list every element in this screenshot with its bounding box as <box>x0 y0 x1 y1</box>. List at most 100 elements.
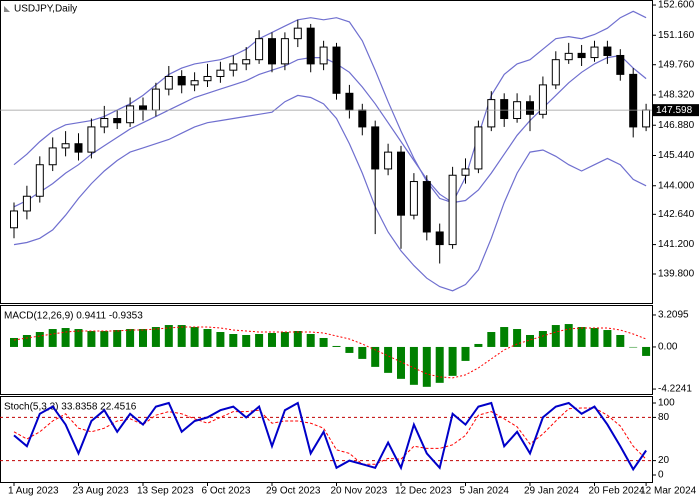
band-lower <box>13 94 647 292</box>
candle-body <box>384 151 393 170</box>
candle-body <box>293 27 302 40</box>
macd-bar <box>422 346 431 387</box>
candle-body <box>113 118 122 124</box>
macd-bar <box>113 330 122 347</box>
macd-bar <box>268 333 276 347</box>
x-tick-label: 23 Aug 2023 <box>73 486 130 497</box>
y-tick-label: 149.760 <box>658 59 695 70</box>
candle-body <box>22 195 31 212</box>
macd-bar <box>48 329 57 347</box>
macd-bar <box>564 324 573 347</box>
main-panel <box>0 0 653 304</box>
macd-signal <box>13 326 647 379</box>
stoch-d <box>13 407 647 465</box>
candle-body <box>242 59 251 65</box>
candle-body <box>216 69 225 77</box>
candle-body <box>616 54 625 75</box>
candle-body <box>190 80 199 86</box>
x-tick-label: 12 Dec 2023 <box>395 486 452 497</box>
y-tick-label: 142.640 <box>658 209 695 220</box>
x-tick-label: 12 Mar 2024 <box>640 486 697 497</box>
macd-bar <box>35 332 44 347</box>
candle-body <box>100 118 109 128</box>
y-tick-label: 100 <box>658 398 675 409</box>
candle-body <box>255 38 264 61</box>
x-tick-label: 13 Sep 2023 <box>137 486 194 497</box>
macd-bar <box>319 337 328 347</box>
y-tick-label: 152.600 <box>658 0 695 11</box>
candle-body <box>538 84 547 115</box>
macd-bar <box>190 327 199 347</box>
y-tick-label: 0 <box>658 470 664 481</box>
candle-body <box>151 88 160 111</box>
candle-body <box>306 27 315 65</box>
macd-bar <box>461 346 470 361</box>
candle-body <box>435 231 444 246</box>
macd-bar <box>255 334 264 347</box>
macd-bar <box>87 331 96 347</box>
y-tick-label: 146.880 <box>658 120 695 131</box>
macd-bar <box>280 332 289 347</box>
stoch-k <box>13 401 647 472</box>
stoch-title: Stoch(5,3,3) 33.8358 22.4516 <box>4 402 137 413</box>
macd-bar <box>500 327 509 347</box>
macd-bar <box>603 330 612 347</box>
macd-bar <box>551 325 560 347</box>
macd-bar <box>474 343 483 347</box>
macd-bar <box>513 329 522 347</box>
macd-bar <box>10 337 18 347</box>
x-tick-label: 5 Jan 2024 <box>460 486 510 497</box>
candle-body <box>87 126 96 153</box>
y-tick-label: 145.440 <box>658 150 695 161</box>
macd-bar <box>526 334 534 347</box>
macd-bar <box>384 346 393 373</box>
y-tick-label: 139.800 <box>658 269 695 280</box>
macd-bar <box>203 329 212 347</box>
macd-bar <box>229 334 238 347</box>
candle-body <box>10 210 18 229</box>
candle-body <box>564 52 573 61</box>
candle-body <box>268 38 276 65</box>
last-price-label: 147.598 <box>656 105 693 116</box>
x-tick-label: 29 Oct 2023 <box>266 486 321 497</box>
macd-bar <box>577 327 586 347</box>
x-tick-label: 29 Jan 2024 <box>524 486 579 497</box>
macd-panel <box>0 305 653 395</box>
candle-body <box>280 38 289 65</box>
candle-body <box>358 109 367 128</box>
macd-bar <box>371 346 380 367</box>
macd-bar <box>177 325 186 347</box>
last-price-box <box>653 104 699 117</box>
y-tick-label: 20 <box>658 455 670 466</box>
macd-bar <box>100 331 109 347</box>
candle-body <box>526 101 534 115</box>
candle-body <box>319 46 328 65</box>
macd-bar <box>345 346 354 353</box>
macd-bar <box>61 328 70 347</box>
y-tick-label: 3.2095 <box>658 310 689 321</box>
y-tick-label: 151.160 <box>658 30 695 41</box>
y-tick-label: 0.00 <box>658 342 678 353</box>
y-tick-label: -4.2241 <box>658 384 692 395</box>
candle-body <box>164 75 173 90</box>
candle-body <box>590 46 599 59</box>
candle-body <box>177 75 186 86</box>
candle-body <box>74 143 83 153</box>
candle-body <box>409 181 418 216</box>
macd-bar <box>397 346 405 379</box>
x-tick-label: 20 Nov 2023 <box>331 486 388 497</box>
macd-bar <box>448 346 457 376</box>
y-tick-label: 141.200 <box>658 239 695 250</box>
chart-title: USDJPY,Daily <box>14 4 77 15</box>
macd-bar <box>358 346 367 359</box>
macd-bar <box>590 328 599 347</box>
macd-bar <box>538 331 547 347</box>
candle-body <box>48 147 57 166</box>
candle-body <box>345 92 354 111</box>
macd-bar <box>642 346 651 356</box>
candle-body <box>642 109 651 128</box>
macd-bar <box>306 334 315 347</box>
macd-bar <box>22 334 31 347</box>
